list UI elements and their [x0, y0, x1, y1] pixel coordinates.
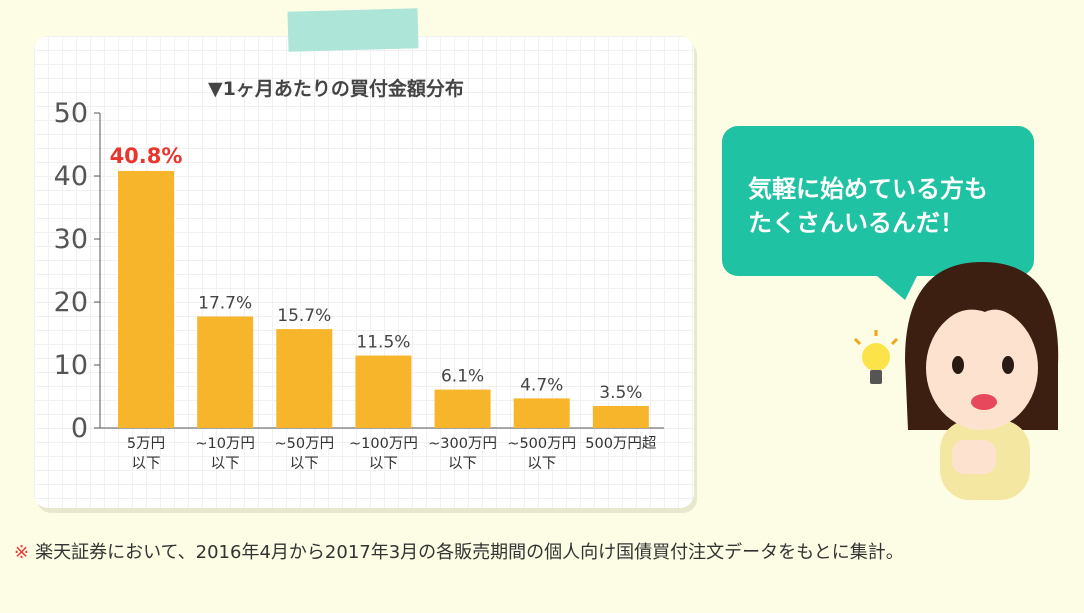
bar-value-label: 15.7% [277, 306, 331, 326]
x-tick-label: ~300万円 [428, 436, 497, 452]
speech-bubble: 気軽に始めている方も たくさんいるんだ！ [722, 126, 1034, 276]
chart-title: ▼1ヶ月あたりの買付金額分布 [208, 78, 464, 100]
x-tick-label: 以下 [448, 456, 477, 472]
y-tick-label: 20 [54, 287, 88, 318]
x-tick-label: 以下 [132, 456, 161, 472]
lightbulb-icon [853, 330, 899, 384]
bar [513, 398, 570, 428]
footnote: ※ 楽天証券において、2016年4月から2017年3月の各販売期間の個人向け国債買… [14, 539, 1064, 567]
x-tick-label: ~100万円 [349, 436, 418, 452]
bar-value-label: 40.8% [110, 144, 183, 168]
bar [434, 389, 491, 428]
y-tick-label: 30 [54, 224, 88, 255]
bar-value-label: 17.7% [198, 293, 252, 313]
y-tick-label: 10 [54, 350, 88, 381]
bar [276, 329, 333, 428]
footnote-mark: ※ [14, 542, 30, 563]
x-tick-label: ~10万円 [195, 436, 255, 452]
bar-value-label: 6.1% [441, 367, 484, 387]
x-tick-label: ~500万円 [507, 436, 576, 452]
x-tick-label: 以下 [211, 456, 240, 472]
y-tick-label: 40 [54, 161, 88, 192]
y-tick-label: 50 [54, 98, 88, 129]
x-tick-label: 以下 [369, 456, 398, 472]
x-tick-label: 以下 [290, 456, 319, 472]
x-tick-label: 以下 [527, 456, 556, 472]
speech-bubble-line-1: 気軽に始めている方も [748, 175, 988, 203]
bar-value-label: 11.5% [356, 333, 410, 353]
footnote-text: 楽天証券において、2016年4月から2017年3月の各販売期間の個人向け国債買付… [35, 542, 904, 563]
bar-value-label: 3.5% [599, 383, 642, 403]
x-tick-label: 5万円 [127, 436, 165, 452]
bar [197, 316, 254, 428]
bar [118, 170, 174, 428]
speech-bubble-text: 気軽に始めている方も たくさんいるんだ！ [748, 172, 1028, 240]
bar [592, 405, 649, 428]
y-tick-label: 0 [71, 413, 88, 444]
bar [355, 355, 412, 428]
bar-value-label: 4.7% [520, 375, 563, 395]
chart-card [34, 36, 694, 508]
x-tick-label: 500万円超 [585, 435, 657, 452]
x-tick-label: ~50万円 [274, 436, 334, 452]
speech-bubble-line-2: たくさんいるんだ！ [748, 209, 964, 237]
woman-illustration [905, 262, 1059, 500]
